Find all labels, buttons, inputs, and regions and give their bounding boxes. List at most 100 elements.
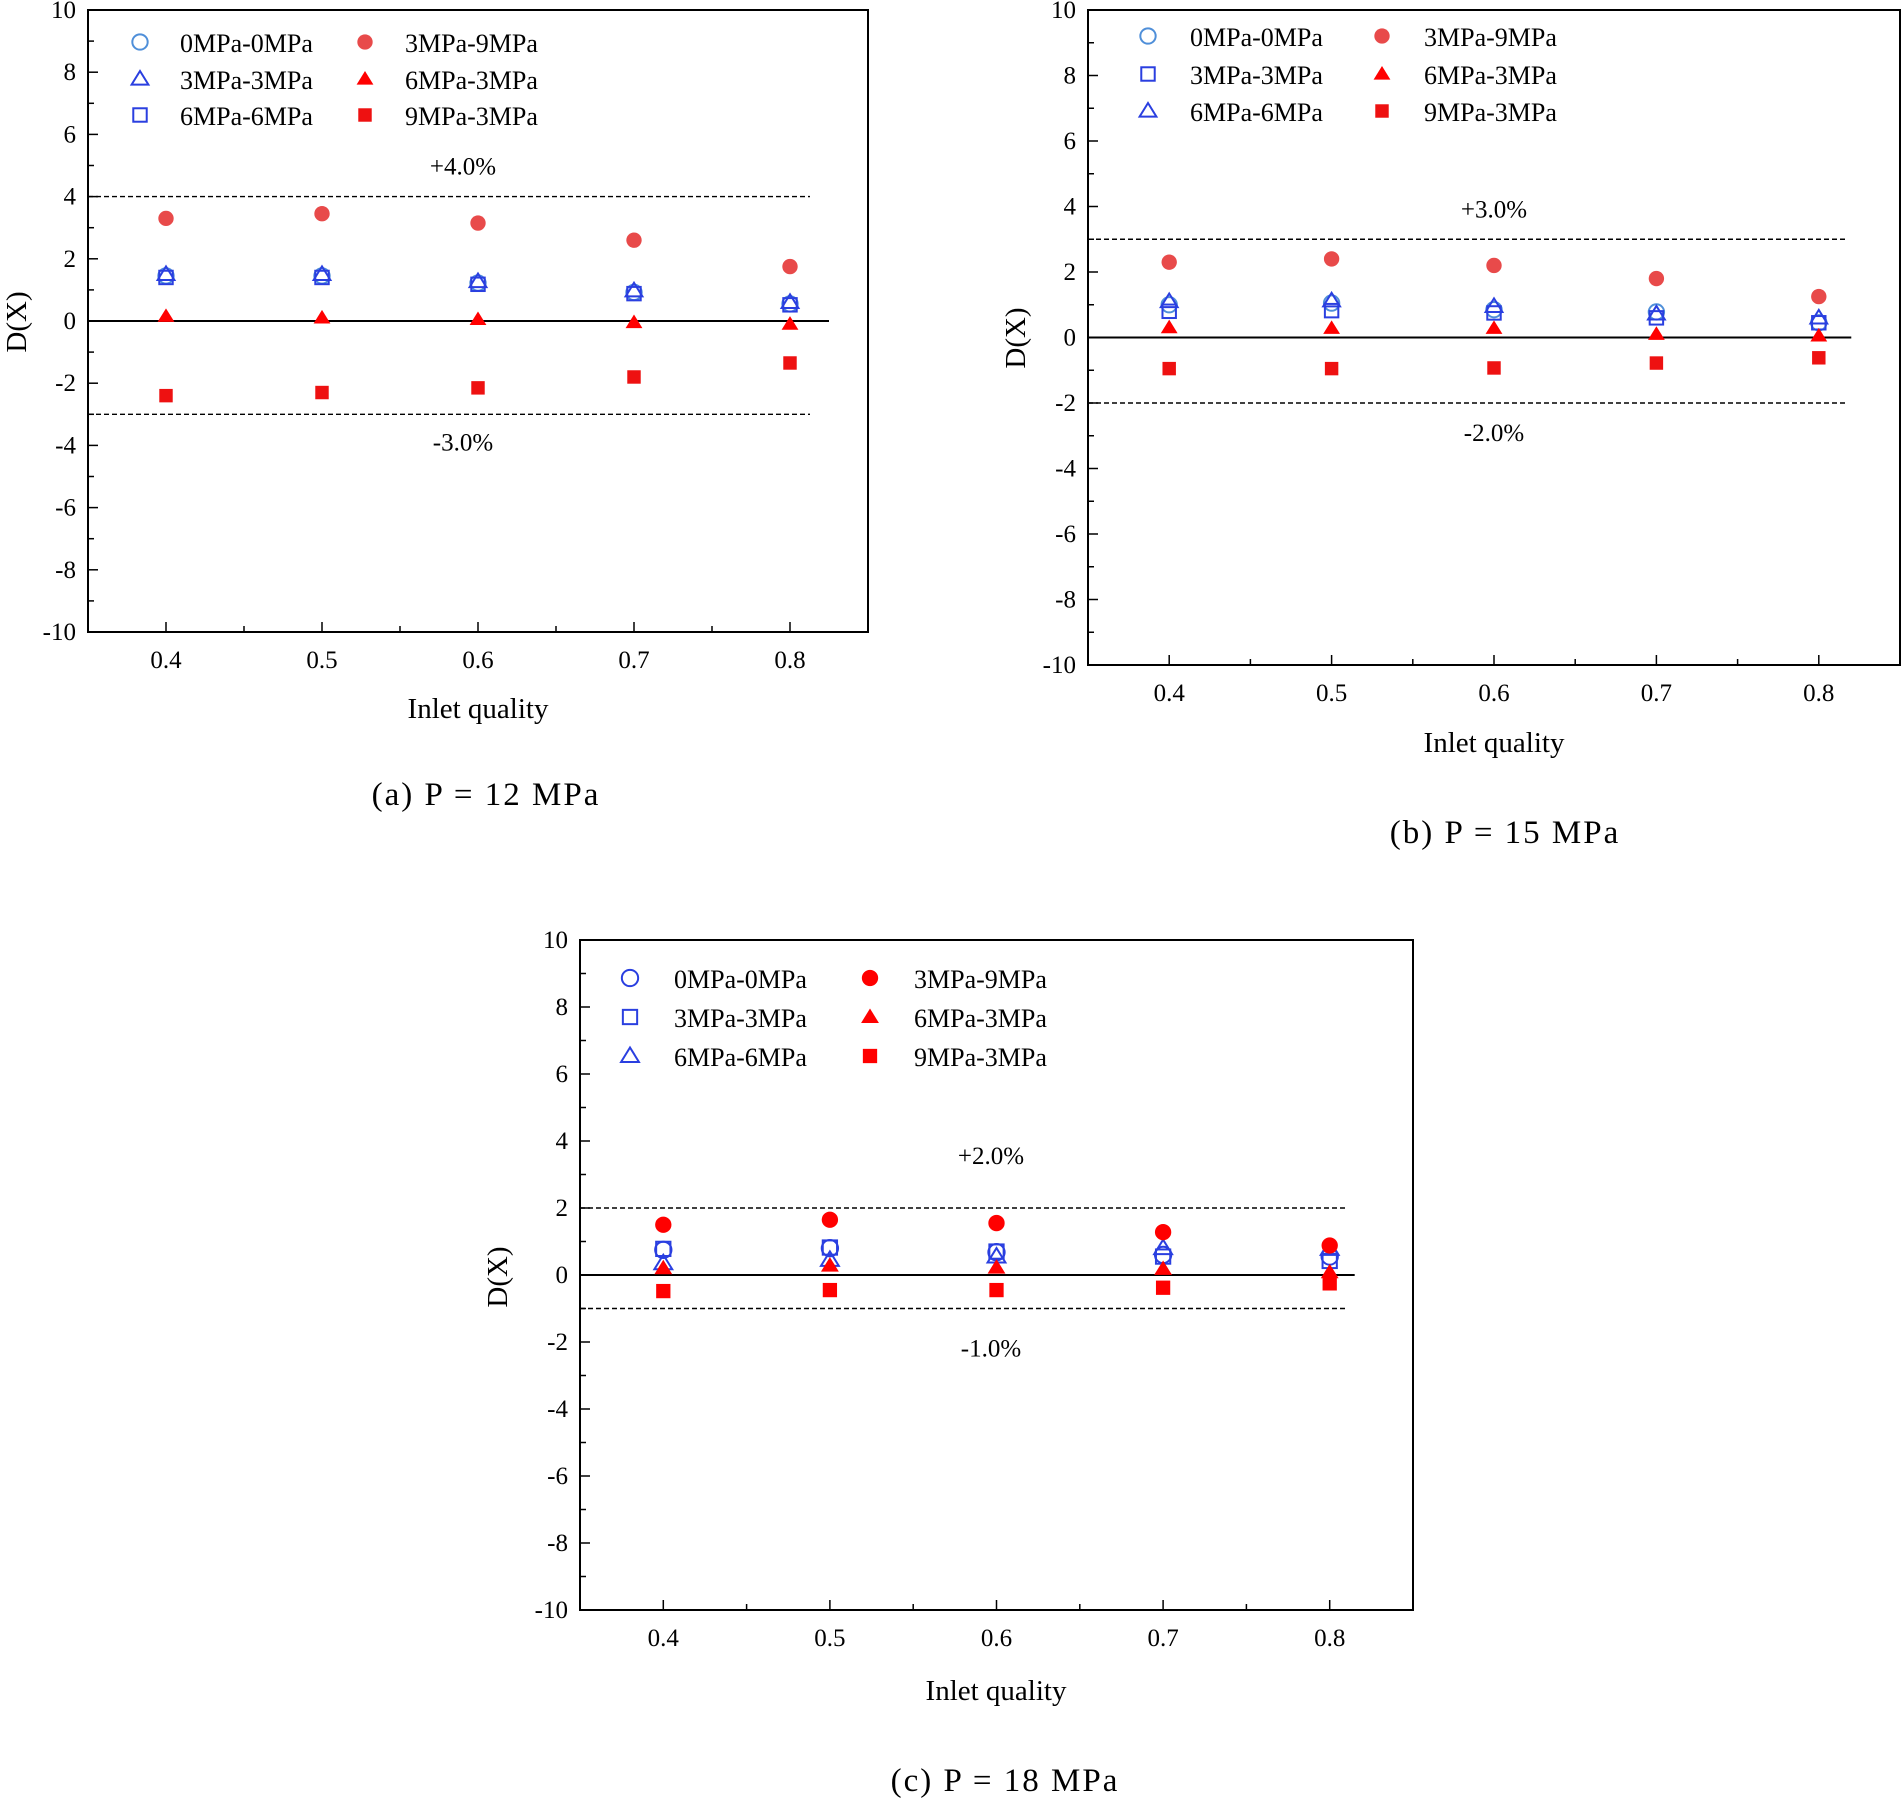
chart-panel-b: -10 -8 -6 -4 -2 0 2 4 6 8 10 0.4 0.5 0.6 0.7 0.8 +3.0% -2…: [1000, 0, 1901, 851]
legend-marker: [356, 71, 374, 85]
y-tick-label: -4: [547, 1396, 568, 1423]
data-point: [782, 297, 798, 313]
legend-entry: 3MPa-9MPa: [1424, 23, 1557, 52]
data-point: [1649, 356, 1664, 370]
x-axis-title: Inlet quality: [408, 693, 549, 725]
legend-marker: [620, 968, 640, 988]
data-point: [623, 280, 645, 298]
lower-band-label: -2.0%: [1464, 420, 1524, 447]
data-point: [820, 1257, 839, 1272]
data-point: [1324, 361, 1339, 376]
y-tick-label: -10: [1043, 652, 1076, 679]
series-3MPa-9MPa: [655, 1211, 1338, 1254]
series-6MPa-3MPa: [1160, 319, 1828, 342]
series-9MPa-3MPa: [1162, 351, 1826, 376]
data-point: [471, 381, 485, 395]
legend-entry: 6MPa-3MPa: [1424, 61, 1557, 90]
y-tick-label: 0: [1064, 325, 1077, 352]
data-point: [822, 1282, 838, 1298]
legend-entry: 3MPa-9MPa: [405, 29, 538, 58]
data-point: [1321, 1237, 1338, 1254]
y-tick-label: 8: [64, 59, 77, 86]
chart-panel-a: -10 -8 -6 -4 -2 0 2 4 6 8 10 0.4 0.5 0.6 0.7 0.8 +4.0% -3…: [1, 0, 869, 813]
y-tick-label: -8: [1055, 587, 1076, 614]
y-tick-label: -4: [55, 432, 76, 459]
series-6MPa-3MPa: [157, 308, 799, 330]
y-tick-label: -2: [55, 370, 76, 397]
y-axis-title: D(X): [1, 291, 33, 352]
legend-marker: [861, 1008, 879, 1023]
legend-entry: 6MPa-3MPa: [405, 66, 538, 95]
y-tick-label: 4: [1064, 194, 1077, 221]
x-tick-label: 0.7: [1147, 1625, 1178, 1652]
data-point: [1808, 307, 1829, 325]
data-point: [782, 258, 798, 275]
data-point: [1485, 320, 1503, 334]
data-point: [779, 292, 801, 309]
x-tick-label: 0.7: [1641, 680, 1672, 707]
x-tick-label: 0.4: [648, 1625, 680, 1652]
data-point: [315, 385, 329, 400]
legend-entry: 9MPa-3MPa: [1424, 98, 1557, 127]
legend-entry: 3MPa-9MPa: [914, 965, 1047, 994]
legend: 0MPa-0MPa 3MPa-3MPa 6MPa-6MPa 3MPa-9MPa 6MPa…: [129, 29, 538, 131]
data-point: [1154, 1223, 1172, 1241]
legend-marker: [1374, 28, 1390, 44]
data-point: [625, 314, 643, 329]
legend-entry: 6MPa-3MPa: [914, 1004, 1047, 1033]
legend-entry: 9MPa-3MPa: [405, 102, 538, 131]
data-point: [467, 271, 489, 289]
y-tick-label: 2: [556, 1195, 569, 1222]
data-point: [987, 1259, 1006, 1274]
series-3MPa-3MPa: [155, 264, 801, 309]
data-point: [158, 269, 174, 286]
data-point: [656, 1283, 671, 1299]
y-tick-label: 0: [556, 1262, 569, 1289]
data-point: [1811, 288, 1827, 305]
data-point: [988, 1243, 1005, 1260]
x-tick-label: 0.4: [1154, 680, 1186, 707]
data-point: [821, 1239, 839, 1256]
legend-entry: 3MPa-3MPa: [180, 66, 313, 95]
y-tick-label: 10: [543, 927, 568, 954]
data-point: [1323, 320, 1340, 334]
legend-marker: [131, 33, 149, 51]
y-axis-title: D(X): [1000, 307, 1032, 368]
y-tick-label: -2: [1055, 390, 1076, 417]
y-tick-label: 6: [1064, 128, 1077, 155]
lower-band-label: -1.0%: [961, 1336, 1021, 1363]
legend-entry: 0MPa-0MPa: [1190, 23, 1323, 52]
y-tick-label: 4: [556, 1128, 569, 1155]
x-tick-label: 0.8: [774, 647, 805, 674]
series-9MPa-3MPa: [656, 1276, 1337, 1299]
legend-marker: [1373, 66, 1391, 80]
upper-band-label: +2.0%: [958, 1143, 1024, 1170]
data-point: [654, 1259, 673, 1275]
x-tick-label: 0.6: [462, 647, 493, 674]
data-point: [627, 370, 641, 384]
legend-marker: [1375, 104, 1389, 118]
data-point: [626, 232, 642, 248]
y-tick-label: 10: [51, 0, 76, 24]
legend-marker: [1139, 27, 1157, 45]
legend-marker: [1137, 101, 1159, 118]
legend-marker: [129, 69, 151, 86]
y-tick-label: -6: [55, 495, 76, 522]
y-tick-label: -10: [43, 619, 76, 646]
data-point: [1322, 1276, 1337, 1291]
series-3MPa-9MPa: [1161, 251, 1827, 305]
data-point: [158, 210, 174, 227]
data-point: [1161, 303, 1177, 320]
y-tick-label: 10: [1051, 0, 1076, 24]
data-point: [314, 269, 330, 286]
legend-entry: 0MPa-0MPa: [674, 965, 807, 994]
data-point: [1162, 361, 1176, 376]
y-tick-label: 0: [64, 308, 77, 335]
y-tick-label: -4: [1055, 456, 1076, 483]
data-point: [1160, 319, 1178, 334]
x-axis-title: Inlet quality: [926, 1675, 1067, 1707]
data-point: [469, 311, 487, 326]
legend-entry: 9MPa-3MPa: [914, 1043, 1047, 1072]
data-point: [1486, 257, 1502, 274]
